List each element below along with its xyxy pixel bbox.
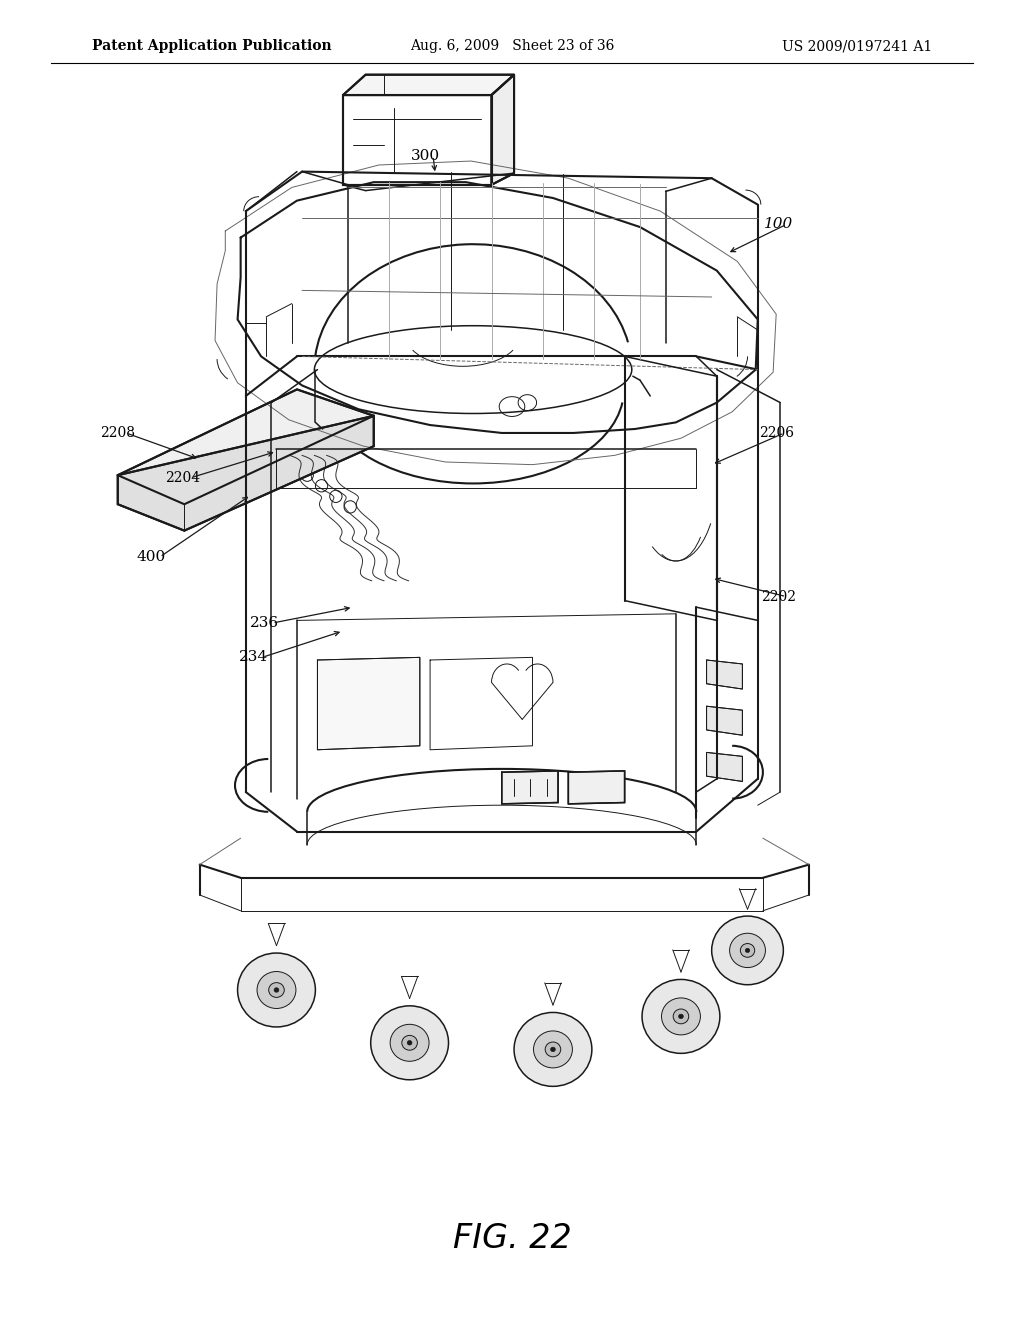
Ellipse shape xyxy=(257,972,296,1008)
Ellipse shape xyxy=(274,987,279,993)
Ellipse shape xyxy=(534,1031,572,1068)
Text: 2206: 2206 xyxy=(759,426,794,440)
Text: 234: 234 xyxy=(240,651,268,664)
Ellipse shape xyxy=(712,916,783,985)
Ellipse shape xyxy=(514,1012,592,1086)
Ellipse shape xyxy=(729,933,766,968)
Ellipse shape xyxy=(642,979,720,1053)
Text: Aug. 6, 2009   Sheet 23 of 36: Aug. 6, 2009 Sheet 23 of 36 xyxy=(410,40,614,53)
Ellipse shape xyxy=(268,982,285,998)
Polygon shape xyxy=(502,771,558,804)
Ellipse shape xyxy=(371,1006,449,1080)
Ellipse shape xyxy=(745,948,750,953)
Polygon shape xyxy=(492,75,514,185)
Polygon shape xyxy=(707,752,742,781)
Ellipse shape xyxy=(551,1047,555,1052)
Polygon shape xyxy=(568,771,625,804)
Text: 300: 300 xyxy=(411,149,439,162)
Polygon shape xyxy=(317,657,420,750)
Text: FIG. 22: FIG. 22 xyxy=(453,1222,571,1254)
Text: US 2009/0197241 A1: US 2009/0197241 A1 xyxy=(781,40,932,53)
Ellipse shape xyxy=(401,1035,418,1051)
Ellipse shape xyxy=(390,1024,429,1061)
Polygon shape xyxy=(118,416,374,531)
Text: 400: 400 xyxy=(137,550,166,564)
Text: 2202: 2202 xyxy=(761,590,796,603)
Ellipse shape xyxy=(408,1040,412,1045)
Text: 2204: 2204 xyxy=(165,471,200,484)
Ellipse shape xyxy=(740,944,755,957)
Ellipse shape xyxy=(238,953,315,1027)
Polygon shape xyxy=(343,75,514,95)
Ellipse shape xyxy=(545,1041,561,1057)
Polygon shape xyxy=(343,95,492,185)
Ellipse shape xyxy=(679,1014,683,1019)
Text: Patent Application Publication: Patent Application Publication xyxy=(92,40,332,53)
Text: 236: 236 xyxy=(250,616,279,630)
Polygon shape xyxy=(707,706,742,735)
Text: 100: 100 xyxy=(764,218,793,231)
Ellipse shape xyxy=(673,1008,689,1024)
Ellipse shape xyxy=(662,998,700,1035)
Text: 2208: 2208 xyxy=(100,426,135,440)
Polygon shape xyxy=(707,660,742,689)
Polygon shape xyxy=(118,389,374,504)
